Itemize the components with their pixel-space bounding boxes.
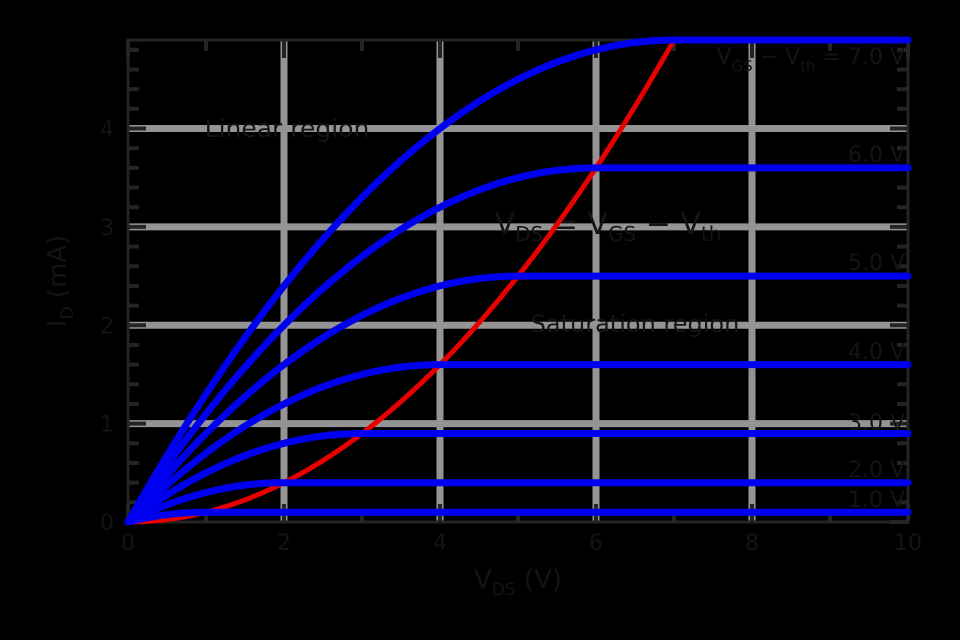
- x-tick-label: 8: [745, 531, 759, 556]
- linear-region-label: Linear region: [205, 114, 370, 143]
- axis-label-layer: 0 2 4 6 8 10 0 1 2 3 4 VDS (V) ID (mA): [43, 118, 922, 600]
- x-tick-label: 4: [433, 531, 447, 556]
- vgs-2-curve-label: 2.0 V: [848, 458, 905, 483]
- axes-frame-layer: [126, 38, 910, 524]
- boundary-equation-label: VDS = VGS − Vth: [495, 207, 722, 246]
- plot-frame: [126, 38, 910, 524]
- id-curve-vgs-6: [124, 164, 912, 526]
- y-tick-label: 1: [100, 413, 114, 438]
- y-tick-label: 3: [100, 216, 114, 241]
- x-tick-label: 10: [894, 531, 922, 556]
- id-curve-vgs-5: [124, 272, 912, 526]
- id-curve-vgs-2: [124, 479, 912, 526]
- id-curve-vgs-3: [124, 430, 912, 526]
- vgs-7-curve-label: VGS − Vth = 7.0 V: [716, 45, 905, 75]
- grid-layer: [128, 40, 908, 522]
- id-curve-vgs-1: [124, 508, 912, 526]
- saturation-region-label: Saturation region: [531, 310, 740, 338]
- y-tick-label: 2: [100, 314, 114, 339]
- y-axis-title: ID (mA): [43, 235, 78, 327]
- y-tick-label: 0: [100, 511, 114, 536]
- tick-layer: [126, 40, 910, 524]
- boundary-curve-red: [125, 37, 677, 525]
- x-axis-title: VDS (V): [474, 565, 562, 600]
- vgs-6-curve-label: 6.0 V: [848, 143, 905, 168]
- x-tick-label: 0: [121, 531, 135, 556]
- vgs-4-curve-label: 4.0 V: [848, 340, 905, 365]
- id-curve-vgs-7: [124, 36, 912, 526]
- id-curve-vgs-4: [124, 361, 912, 526]
- vgs-5-curve-label: 5.0 V: [848, 251, 905, 276]
- annotation-layer: Linear region Saturation region VDS = VGS …: [205, 45, 905, 513]
- x-tick-label: 6: [589, 531, 603, 556]
- x-tick-label: 2: [277, 531, 291, 556]
- curve-layer: [124, 36, 912, 526]
- y-tick-label: 4: [100, 118, 114, 143]
